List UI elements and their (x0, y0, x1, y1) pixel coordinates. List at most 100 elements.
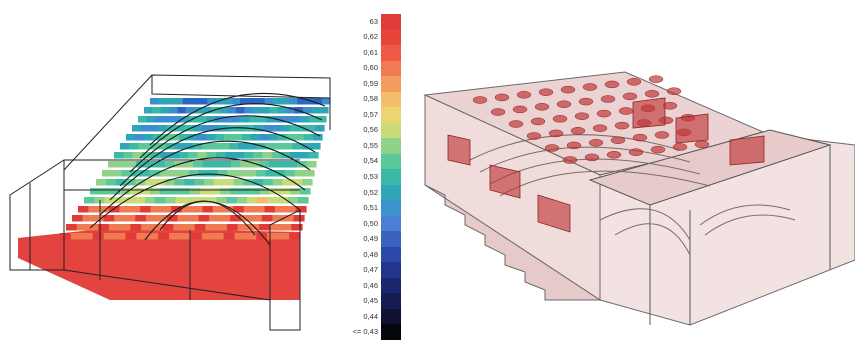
heatmap-cell (108, 224, 121, 231)
heatmap-cell (188, 215, 200, 222)
heatmap-cell (302, 107, 312, 114)
heatmap-cell (265, 143, 276, 150)
heatmap-cell (160, 152, 171, 159)
seating-arcs (89, 92, 326, 246)
heatmap-cell (305, 98, 315, 105)
heatmap-cell (194, 179, 205, 186)
heatmap-cell (205, 224, 217, 231)
heatmap-cell (177, 107, 187, 114)
color-scale-tick-label: 0,51 (363, 203, 378, 213)
heatmap-cell (202, 206, 214, 213)
heatmap-cell (217, 170, 228, 177)
heatmap-cell (149, 125, 159, 132)
heatmap-cell (280, 98, 290, 105)
heatmap-cell (249, 161, 260, 168)
heatmap-cell (247, 143, 257, 150)
heatmap-cell (172, 116, 182, 123)
heatmap-cell (155, 197, 167, 204)
color-scale-tick-label: 0,61 (363, 47, 378, 57)
heatmap-cell (158, 98, 167, 105)
heatmap-cell (141, 152, 152, 159)
heatmap-cell (82, 215, 94, 222)
heatmap-cell (102, 170, 113, 177)
absorber-disk (628, 148, 644, 156)
absorber-disk (512, 105, 528, 114)
heatmap-cell (193, 125, 203, 132)
heatmap-cell (105, 179, 117, 186)
heatmap-cell (158, 125, 168, 132)
color-scale-segment (381, 14, 401, 31)
heatmap-cell (243, 152, 254, 159)
heatmap-cell (277, 107, 287, 114)
heatmap-cell (135, 215, 147, 222)
heatmap-cell (202, 161, 213, 168)
heatmap-cell (250, 134, 261, 141)
heatmap-cell (202, 107, 212, 114)
heatmap-cell (169, 107, 179, 114)
heatmap-cell (188, 170, 199, 177)
color-scale-tick-label: 0,49 (363, 234, 378, 244)
heatmap-cell (295, 134, 305, 141)
heatmap-cell (143, 134, 154, 141)
heatmap-cell (254, 125, 264, 132)
heatmap-cell (230, 161, 241, 168)
absorber-disk (632, 133, 648, 142)
absorber-disk (610, 136, 626, 144)
heatmap-cell (119, 206, 131, 213)
heatmap-cell (262, 179, 274, 186)
heatmap-cell (302, 179, 313, 186)
color-scale-segment (381, 153, 401, 170)
heatmap-cell (185, 197, 197, 204)
absorber-disk (494, 93, 510, 102)
heatmap-cell (114, 233, 127, 240)
heatmap-cell (152, 107, 162, 114)
color-scale-segment (381, 76, 401, 93)
heatmap-cell (234, 152, 245, 159)
heatmap-cell (158, 233, 170, 240)
color-scale-tick-label: 0,52 (363, 187, 378, 197)
heatmap-cell (227, 170, 238, 177)
heatmap-cell (308, 152, 319, 159)
color-scale-segment (381, 200, 401, 217)
heatmap-cell (124, 215, 136, 222)
heatmap-cell (87, 224, 99, 231)
heatmap-cell (257, 116, 267, 123)
color-scale-segment (381, 45, 401, 62)
heatmap-cell (215, 98, 225, 105)
heatmap-cell (156, 215, 168, 222)
heatmap-cell (285, 206, 297, 213)
heatmap-cell (267, 233, 279, 240)
heatmap-cell (240, 116, 250, 123)
color-scale-segment (381, 138, 401, 155)
absorber-disk (618, 107, 634, 115)
heatmap-cell (204, 179, 215, 186)
absorber-disk (574, 112, 590, 120)
heatmap-cell (103, 233, 116, 240)
heatmap-cell (220, 188, 231, 195)
heatmap-cell (185, 107, 195, 114)
heatmap-cell (289, 233, 301, 240)
heatmap-cell (119, 224, 131, 231)
heatmap-cell (289, 125, 299, 132)
heatmap-cell (124, 197, 136, 204)
heatmap-cell (140, 170, 151, 177)
heatmap-cell (240, 98, 249, 105)
heatmap-cell (179, 134, 189, 141)
heatmap-cell (121, 170, 132, 177)
heatmap-cell (190, 98, 200, 105)
heatmap-cell (283, 143, 294, 150)
heatmap-cell (295, 206, 307, 213)
heatmap-cell (254, 206, 266, 213)
heatmap-cell (145, 179, 156, 186)
heatmap-cell (166, 215, 179, 222)
heatmap-cell (198, 215, 210, 222)
heatmap-cell (138, 143, 148, 150)
heatmap-cell (274, 143, 285, 150)
heatmap-cell (150, 206, 162, 213)
heatmap-cell (141, 224, 153, 231)
heatmap-cell (76, 224, 89, 231)
heatmap-cell (114, 215, 126, 222)
heatmap-cell (126, 161, 137, 168)
heatmap-cell (286, 107, 296, 114)
heatmap-cell (166, 125, 177, 132)
